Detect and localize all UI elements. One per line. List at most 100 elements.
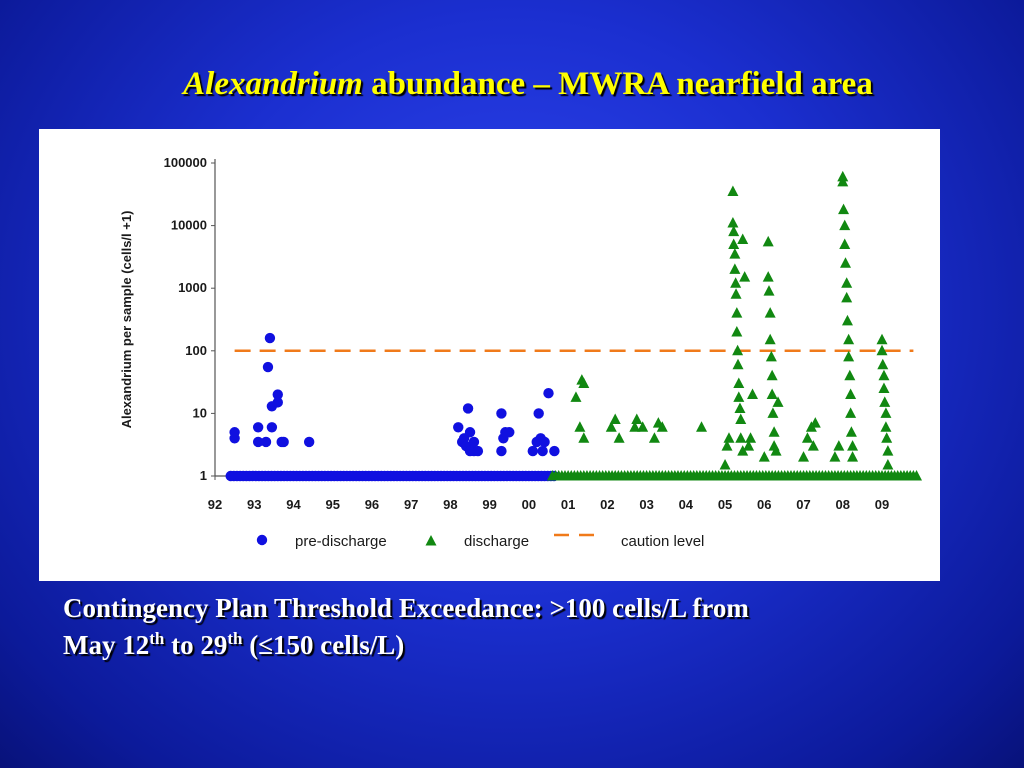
discharge-point — [739, 271, 751, 282]
title-italic: Alexandrium — [183, 66, 363, 102]
discharge-point — [879, 396, 891, 407]
discharge-point — [764, 307, 776, 318]
x-tick-label: 99 — [482, 497, 496, 512]
discharge-point — [880, 407, 892, 418]
discharge-point — [878, 369, 890, 381]
legend-discharge-label: discharge — [464, 533, 529, 550]
discharge-point — [839, 219, 851, 231]
x-tick-label: 98 — [443, 497, 457, 512]
discharge-point-baseline — [911, 470, 923, 481]
series-discharge — [546, 170, 923, 481]
discharge-point — [829, 451, 841, 462]
discharge-point — [648, 432, 660, 443]
x-tick-label: 97 — [404, 497, 418, 512]
discharge-point — [758, 451, 770, 462]
x-tick-label: 06 — [757, 497, 771, 512]
discharge-point — [733, 377, 745, 389]
discharge-point — [876, 344, 888, 356]
discharge-point — [801, 432, 813, 443]
y-tick-label: 100000 — [164, 155, 207, 170]
discharge-point — [578, 377, 590, 389]
pre-discharge-point — [472, 445, 484, 457]
discharge-point — [882, 458, 894, 470]
x-tick-label: 92 — [208, 497, 222, 512]
caption-sup-1: th — [149, 629, 165, 648]
discharge-point — [877, 358, 889, 370]
caption-line-2: May 12th to 29th (≤150 cells/L) — [63, 627, 983, 664]
discharge-point — [731, 325, 743, 337]
y-tick-label: 100 — [185, 343, 207, 358]
discharge-point — [728, 225, 740, 237]
discharge-point — [878, 382, 890, 393]
discharge-point — [574, 421, 586, 432]
discharge-point — [762, 271, 774, 282]
discharge-point — [841, 314, 853, 326]
legend-caution-label: caution level — [621, 533, 704, 550]
discharge-point — [833, 440, 845, 451]
discharge-point — [737, 445, 749, 456]
discharge-point — [766, 388, 778, 400]
legend-pre-discharge-icon — [256, 534, 268, 546]
discharge-point — [578, 432, 590, 443]
discharge-point — [766, 369, 778, 381]
pre-discharge-point — [537, 445, 548, 457]
abundance-chart: 1 10 100 1000 10000 100000 92 93 94 95 96 97 98 99 00 0… — [119, 155, 923, 550]
x-tick-label: 01 — [561, 497, 575, 512]
discharge-point — [743, 440, 755, 451]
discharge-point — [772, 396, 784, 407]
title-rest: abundance – MWRA nearfield area — [362, 66, 873, 102]
discharge-point — [723, 432, 735, 443]
discharge-point — [841, 291, 853, 303]
pre-discharge-point — [266, 422, 278, 433]
y-tick-label: 10000 — [171, 218, 207, 233]
discharge-point — [807, 440, 819, 451]
pre-discharge-point — [260, 436, 272, 448]
discharge-point — [729, 248, 741, 259]
x-tick-label: 94 — [286, 497, 301, 512]
x-tick-label: 05 — [718, 497, 732, 512]
pre-discharge-point — [464, 427, 476, 438]
discharge-point — [734, 402, 746, 413]
legend: pre-discharge discharge caution level — [256, 533, 704, 550]
discharge-point — [882, 445, 894, 456]
pre-discharge-point — [272, 389, 283, 400]
x-tick-label: 02 — [600, 497, 614, 512]
pre-discharge-point — [278, 436, 289, 448]
discharge-point — [728, 238, 740, 249]
y-tick-label: 1000 — [178, 280, 207, 295]
discharge-point — [696, 421, 708, 432]
discharge-point — [845, 388, 857, 400]
legend-discharge-icon — [425, 535, 437, 546]
discharge-point — [733, 391, 745, 402]
caption-part-b: to 29 — [164, 630, 228, 660]
x-tick-label: 09 — [875, 497, 889, 512]
pre-discharge-point — [504, 427, 515, 438]
discharge-point — [763, 285, 775, 296]
discharge-point — [768, 426, 780, 437]
caption-part-a: May 12 — [63, 630, 150, 660]
discharge-point — [770, 445, 782, 456]
pre-discharge-point — [527, 445, 539, 457]
discharge-point — [762, 235, 774, 247]
discharge-point — [881, 432, 893, 443]
caption-line-1: Contingency Plan Threshold Exceedance: >… — [63, 593, 749, 623]
x-tick-label: 04 — [679, 497, 694, 512]
discharge-point — [719, 458, 731, 470]
caption-part-c: (≤150 cells/L) — [242, 630, 405, 660]
discharge-point — [721, 440, 733, 451]
discharge-point — [798, 451, 810, 462]
discharge-point — [844, 369, 856, 381]
series-layer — [225, 170, 923, 482]
x-tick-label: 96 — [365, 497, 379, 512]
slide-title: Alexandrium abundance – MWRA nearfield a… — [0, 66, 1024, 103]
discharge-point — [729, 263, 741, 274]
x-tick-label: 03 — [639, 497, 653, 512]
caption-sup-2: th — [227, 629, 243, 648]
discharge-point — [847, 440, 859, 451]
discharge-point — [838, 203, 850, 215]
pre-discharge-point — [496, 408, 507, 419]
pre-discharge-point — [264, 332, 276, 344]
discharge-point — [730, 277, 742, 288]
x-tick-label: 07 — [796, 497, 810, 512]
discharge-point — [845, 426, 857, 437]
